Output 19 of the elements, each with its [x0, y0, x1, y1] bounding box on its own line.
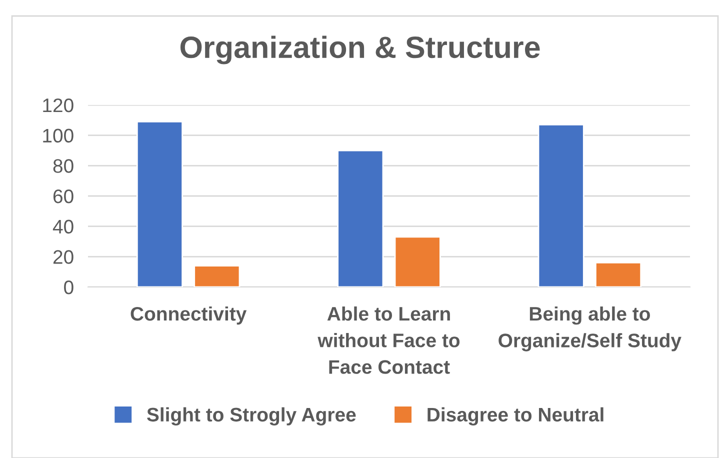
chart-title: Organization & Structure: [180, 36, 540, 64]
bar: [394, 236, 441, 287]
y-tick-label: 120: [43, 98, 74, 112]
x-tick-label: Being able to Organize/Self Study: [498, 306, 682, 352]
x-tick-label: Connectivity: [130, 306, 247, 325]
legend-label: Slight to Strogly Agree: [147, 407, 356, 426]
bar: [594, 262, 642, 287]
y-tick-label: 60: [53, 189, 74, 204]
y-tick-label: 20: [53, 250, 74, 264]
legend-label: Disagree to Neutral: [428, 407, 604, 426]
y-tick-label: 0: [64, 280, 74, 294]
bar: [194, 265, 240, 287]
y-tick-label: 100: [43, 128, 74, 143]
bar: [337, 150, 384, 287]
bar: [538, 124, 584, 287]
bar: [136, 120, 184, 287]
y-tick-label: 80: [53, 159, 74, 173]
y-tick-label: 40: [52, 220, 74, 234]
x-tick-label: Able to Learn without Face to Face Contact: [318, 306, 460, 374]
